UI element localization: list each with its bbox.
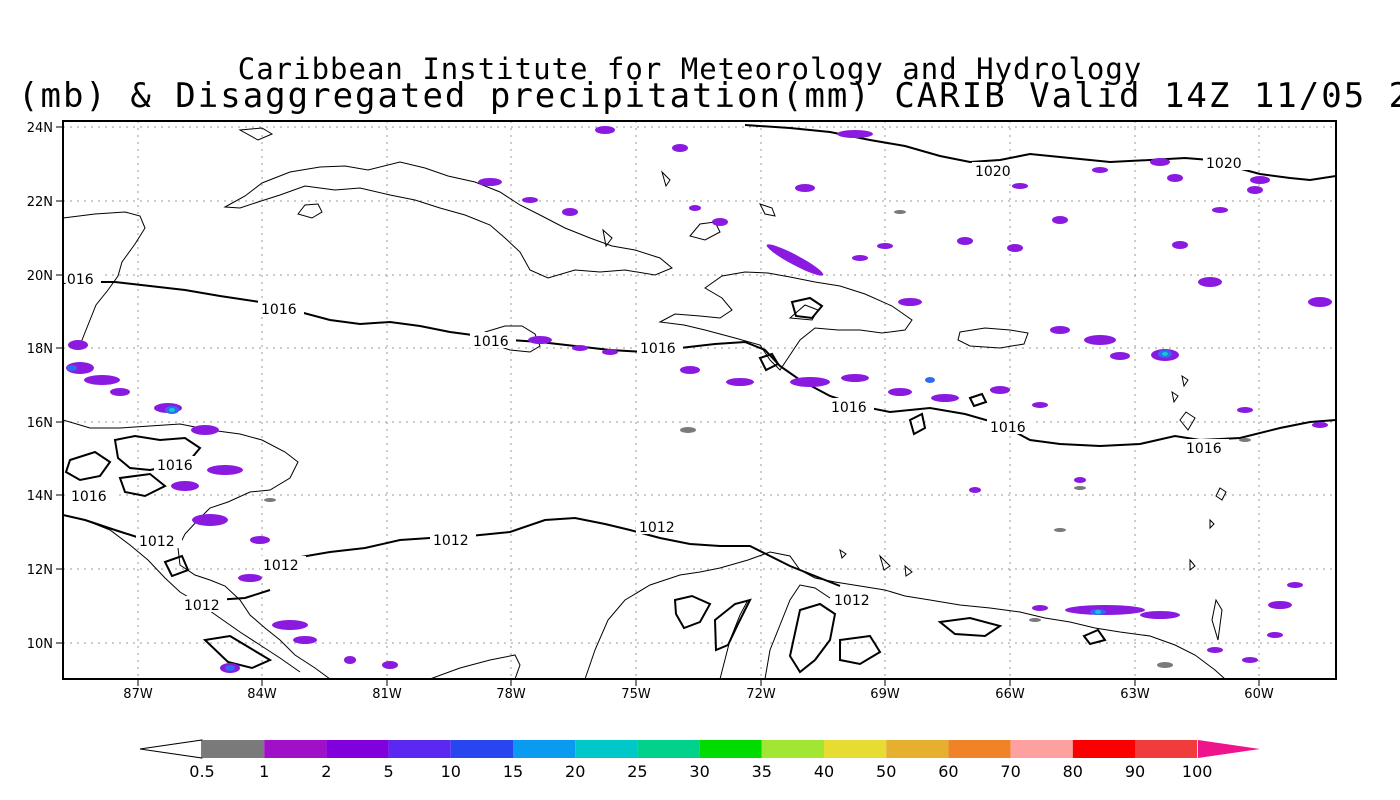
isobar-label: 1016 [640,341,676,357]
isobar-label: 1020 [1206,156,1242,172]
colorbar-low-arrow [139,739,203,759]
colorbar-label: 60 [938,762,958,781]
colorbar-label: 20 [565,762,585,781]
title-line-2: (mb) & Disaggregated precipitation(mm) C… [18,76,1400,116]
map-frame [62,120,1337,680]
isobar-label: 1012 [139,534,175,550]
lat-tick-label: 18N [27,342,53,357]
lon-tick-label: 87W [123,687,153,702]
isobar-label: 1016 [58,272,94,288]
colorbar-label: 1 [259,762,269,781]
lat-tick-label: 24N [27,121,53,136]
colorbar-swatch [264,740,327,758]
colorbar-swatch [326,740,389,758]
lat-tick-label: 16N [27,416,53,431]
lon-tick-label: 69W [870,687,900,702]
precipitation [66,126,1332,673]
colorbar-label: 90 [1125,762,1145,781]
colorbar: 0.5 1 2 5 10 15 20 25 30 35 40 50 60 70 80 90 100 [139,739,1260,781]
lon-tick-label: 63W [1120,687,1150,702]
colorbar-swatch [699,740,762,758]
colorbar-label: 15 [503,762,523,781]
colorbar-label: 40 [814,762,834,781]
isobar-label: 1016 [71,489,107,505]
isobar-label: 1012 [433,533,469,549]
lon-tick-label: 60W [1244,687,1274,702]
longitude-axis: 87W 84W 81W 78W 75W 72W 69W 66W 63W 60W [123,679,1274,702]
colorbar-swatch [1135,740,1198,758]
colorbar-swatch [886,740,949,758]
lat-tick-label: 22N [27,195,53,210]
lon-tick-label: 72W [746,687,776,702]
lat-tick-label: 14N [27,489,53,504]
isobar-label: 1012 [639,520,675,536]
lon-tick-label: 66W [995,687,1025,702]
lon-tick-label: 75W [621,687,651,702]
colorbar-label: 10 [441,762,461,781]
lon-tick-label: 78W [496,687,526,702]
colorbar-swatch [1010,740,1073,758]
colorbar-high-arrow [1198,740,1260,758]
lon-tick-label: 81W [372,687,402,702]
isobar-label: 1012 [263,558,299,574]
colorbar-swatch [948,740,1011,758]
colorbar-label: 0.5 [189,762,214,781]
colorbar-swatch [824,740,887,758]
title-line-1: Caribbean Institute for Meteorology and … [237,52,1143,86]
isobar-label: 1016 [261,302,297,318]
colorbar-label: 80 [1063,762,1083,781]
colorbar-swatch [450,740,513,758]
colorbar-label: 35 [752,762,772,781]
colorbar-swatch [202,740,265,758]
isobar-label: 1016 [473,334,509,350]
isobar-label: 1012 [184,598,220,614]
isobar-label: 1012 [834,593,870,609]
isobar-label: 1016 [157,458,193,474]
colorbar-swatch [761,740,824,758]
colorbar-label: 50 [876,762,896,781]
colorbar-swatch [1072,740,1135,758]
lon-tick-label: 84W [247,687,277,702]
latitude-axis: 24N 22N 20N 18N 16N 14N 12N 10N [27,121,63,652]
map-area [63,121,1336,679]
lat-tick-label: 20N [27,269,53,284]
colorbar-label: 70 [1000,762,1020,781]
isobar-labels: 1020 1020 1016 1016 1016 1016 1016 1016 … [58,154,1249,614]
colorbar-swatch [513,740,576,758]
isobar-label: 1020 [975,164,1011,180]
isobar-label: 1016 [831,400,867,416]
gridlines [63,121,1336,679]
lat-tick-label: 10N [27,637,53,652]
colorbar-label: 30 [689,762,709,781]
coastlines [63,127,1227,679]
colorbar-swatch [388,740,451,758]
colorbar-label: 100 [1182,762,1213,781]
colorbar-swatch [575,740,638,758]
isobar-label: 1016 [1186,441,1222,457]
isobar-label: 1016 [990,420,1026,436]
colorbar-label: 2 [321,762,331,781]
lat-tick-label: 12N [27,563,53,578]
colorbar-swatch [637,740,700,758]
colorbar-label: 25 [627,762,647,781]
colorbar-label: 5 [384,762,394,781]
